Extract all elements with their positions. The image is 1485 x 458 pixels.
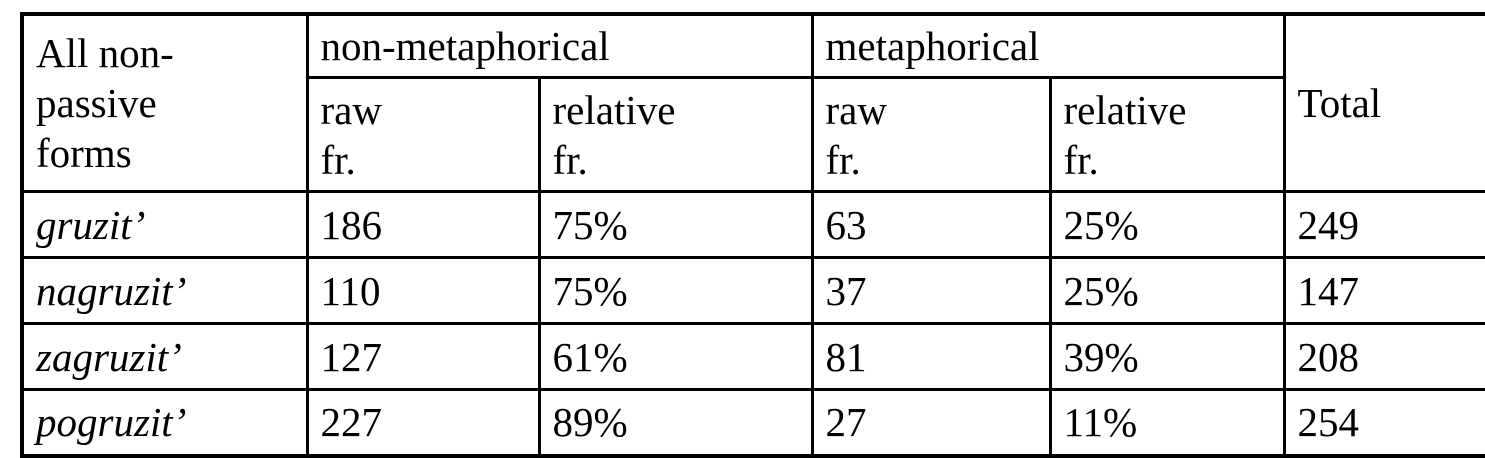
verb-form-cell: pogruzit’ [20, 388, 309, 457]
subheader-nonmet-relative-fr: relative fr. [537, 76, 814, 193]
total-cell: 208 [1282, 322, 1485, 391]
header-group-non-metaphorical: non-metaphorical [305, 12, 814, 79]
met-relative-cell: 25% [1048, 256, 1286, 325]
nonmet-raw-cell: 186 [305, 190, 541, 259]
met-relative-cell: 11% [1048, 388, 1286, 457]
subheader-met-relative-fr: relative fr. [1048, 76, 1286, 193]
table-body: gruzit’ 186 75% 63 25% 249 nagruzit’ 110… [20, 190, 1485, 457]
nonmet-relative-cell: 75% [537, 256, 814, 325]
total-cell: 147 [1282, 256, 1485, 325]
met-raw-cell: 37 [810, 256, 1052, 325]
met-raw-cell: 81 [810, 322, 1052, 391]
table-row: gruzit’ 186 75% 63 25% 249 [20, 190, 1485, 259]
header-all-non-passive-forms: All non- passive forms [20, 12, 309, 193]
table-header: All non- passive forms non-metaphorical … [20, 12, 1485, 193]
subheader-nonmet-raw-fr: raw fr. [305, 76, 541, 193]
nonmet-raw-cell: 227 [305, 388, 541, 457]
metaphor-frequency-table: All non- passive forms non-metaphorical … [20, 12, 1485, 458]
subheader-met-raw-fr: raw fr. [810, 76, 1052, 193]
nonmet-relative-cell: 89% [537, 388, 814, 457]
nonmet-raw-cell: 127 [305, 322, 541, 391]
met-raw-cell: 27 [810, 388, 1052, 457]
nonmet-raw-cell: 110 [305, 256, 541, 325]
nonmet-relative-cell: 61% [537, 322, 814, 391]
header-total: Total [1282, 12, 1485, 193]
table-row: zagruzit’ 127 61% 81 39% 208 [20, 322, 1485, 391]
verb-form-cell: gruzit’ [20, 190, 309, 259]
met-raw-cell: 63 [810, 190, 1052, 259]
met-relative-cell: 25% [1048, 190, 1286, 259]
total-cell: 249 [1282, 190, 1485, 259]
met-relative-cell: 39% [1048, 322, 1286, 391]
header-group-metaphorical: metaphorical [810, 12, 1286, 79]
verb-form-cell: nagruzit’ [20, 256, 309, 325]
table-row: pogruzit’ 227 89% 27 11% 254 [20, 388, 1485, 457]
table-row: nagruzit’ 110 75% 37 25% 147 [20, 256, 1485, 325]
total-cell: 254 [1282, 388, 1485, 457]
nonmet-relative-cell: 75% [537, 190, 814, 259]
verb-form-cell: zagruzit’ [20, 322, 309, 391]
